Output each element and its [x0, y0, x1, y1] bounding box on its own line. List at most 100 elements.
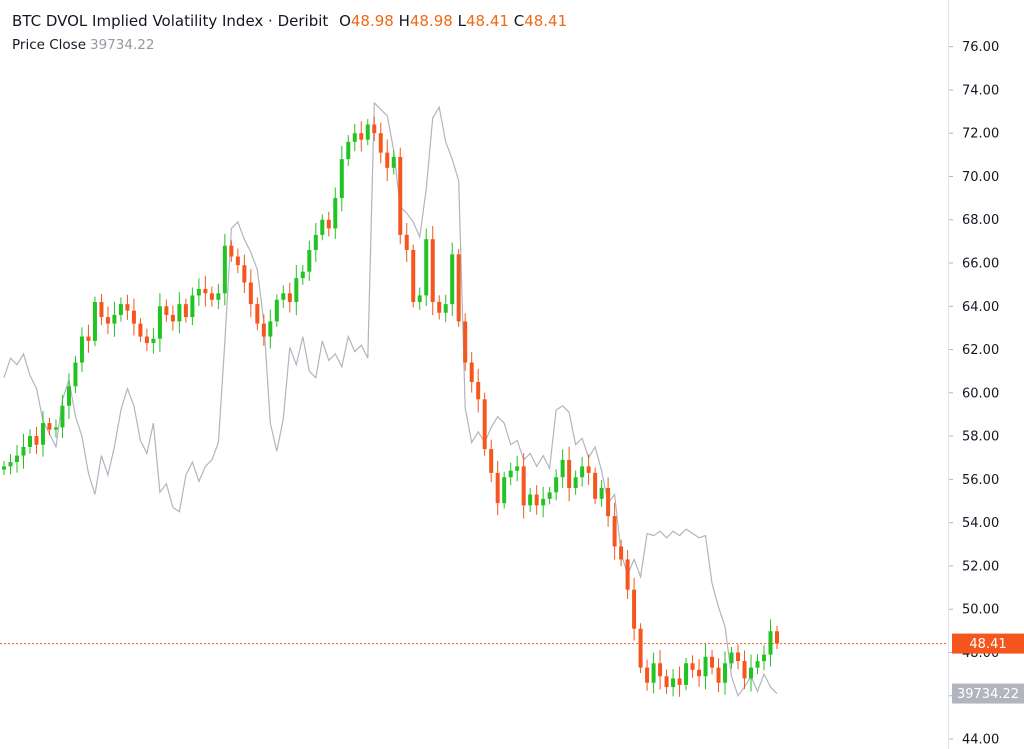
- candle: [742, 650, 747, 690]
- series-value: 39734.22: [90, 37, 155, 53]
- candle: [196, 278, 201, 307]
- close-value: 48.41: [524, 12, 568, 30]
- candle: [60, 395, 65, 439]
- candle: [268, 309, 273, 349]
- low-value: 48.41: [465, 12, 509, 30]
- candle: [736, 644, 741, 670]
- candle: [716, 658, 721, 693]
- candle: [658, 650, 663, 690]
- btc-price-series: [3, 101, 778, 697]
- legend-title-row: BTC DVOL Implied Volatility Index · Deri…: [12, 10, 567, 32]
- candle: [352, 123, 357, 152]
- y-tick-label: 68.00: [962, 213, 999, 228]
- series-name: Price Close: [12, 37, 86, 53]
- y-tick-label: 60.00: [962, 386, 999, 401]
- candle: [144, 328, 149, 352]
- candle: [476, 368, 481, 413]
- candle: [404, 222, 409, 262]
- candle: [690, 655, 695, 678]
- candle: [762, 645, 767, 671]
- y-tick-label: 74.00: [962, 83, 999, 98]
- candle: [456, 248, 461, 327]
- candle: [378, 122, 383, 164]
- candle: [40, 411, 45, 457]
- candle: [703, 643, 708, 690]
- high-value: 48.98: [409, 12, 453, 30]
- candle: [417, 287, 422, 310]
- candle: [489, 439, 494, 483]
- candle: [723, 651, 728, 695]
- candle: [508, 462, 513, 486]
- candle: [274, 294, 279, 327]
- candle: [216, 283, 221, 310]
- candle: [313, 222, 318, 262]
- candle: [684, 657, 689, 691]
- y-tick-label: 50.00: [962, 603, 999, 618]
- candle: [300, 264, 305, 285]
- candle: [755, 654, 760, 675]
- candle: [209, 286, 214, 307]
- candle: [21, 433, 26, 469]
- candle: [339, 145, 344, 212]
- candle: [385, 139, 390, 181]
- candle: [625, 550, 630, 600]
- low-label: L: [457, 12, 466, 30]
- candle: [326, 211, 331, 237]
- candle: [118, 297, 123, 322]
- y-tick-label: 64.00: [962, 300, 999, 315]
- candle: [8, 454, 13, 475]
- candle: [229, 240, 234, 262]
- candle: [521, 453, 526, 519]
- candle: [105, 306, 110, 335]
- candle: [261, 314, 266, 346]
- candle: [437, 295, 442, 320]
- candle: [125, 294, 130, 320]
- y-tick-label: 54.00: [962, 516, 999, 531]
- candle: [66, 373, 71, 419]
- candle: [235, 248, 240, 274]
- candle: [632, 577, 637, 641]
- candle: [307, 240, 312, 281]
- candle: [729, 647, 734, 669]
- candle: [34, 426, 39, 455]
- candle: [586, 454, 591, 485]
- candle: [541, 486, 546, 518]
- candle: [320, 214, 325, 241]
- candle: [619, 539, 624, 567]
- candle: [710, 650, 715, 675]
- candle: [183, 298, 188, 323]
- candle: [645, 659, 650, 691]
- candle: [580, 457, 585, 487]
- candle: [281, 285, 286, 308]
- candle: [365, 119, 370, 146]
- candle: [203, 275, 208, 307]
- candle: [430, 226, 435, 316]
- candle: [411, 244, 416, 308]
- candle: [502, 471, 507, 509]
- candle: [391, 150, 396, 175]
- open-value: 48.98: [350, 12, 394, 30]
- candle: [248, 269, 253, 318]
- candle: [190, 287, 195, 326]
- candle: [255, 297, 260, 331]
- y-tick-label: 58.00: [962, 430, 999, 445]
- candle: [534, 485, 539, 515]
- dvol-candles: [2, 116, 779, 697]
- ohlc-values: O48.98 H48.98 L48.41 C48.41: [339, 12, 567, 30]
- btc-price-line: [3, 101, 778, 697]
- candle: [346, 135, 351, 166]
- y-tick-label: 44.00: [962, 733, 999, 748]
- candle: [47, 417, 52, 436]
- chart-legend: BTC DVOL Implied Volatility Index · Deri…: [12, 10, 567, 56]
- candle: [593, 467, 598, 505]
- candle: [424, 228, 429, 307]
- candle: [664, 669, 669, 694]
- candle: [398, 147, 403, 245]
- candle: [157, 293, 162, 352]
- y-tick-label: 62.00: [962, 343, 999, 358]
- candle: [671, 669, 676, 697]
- candle: [14, 444, 19, 473]
- candle: [768, 619, 773, 667]
- candle: [573, 470, 578, 495]
